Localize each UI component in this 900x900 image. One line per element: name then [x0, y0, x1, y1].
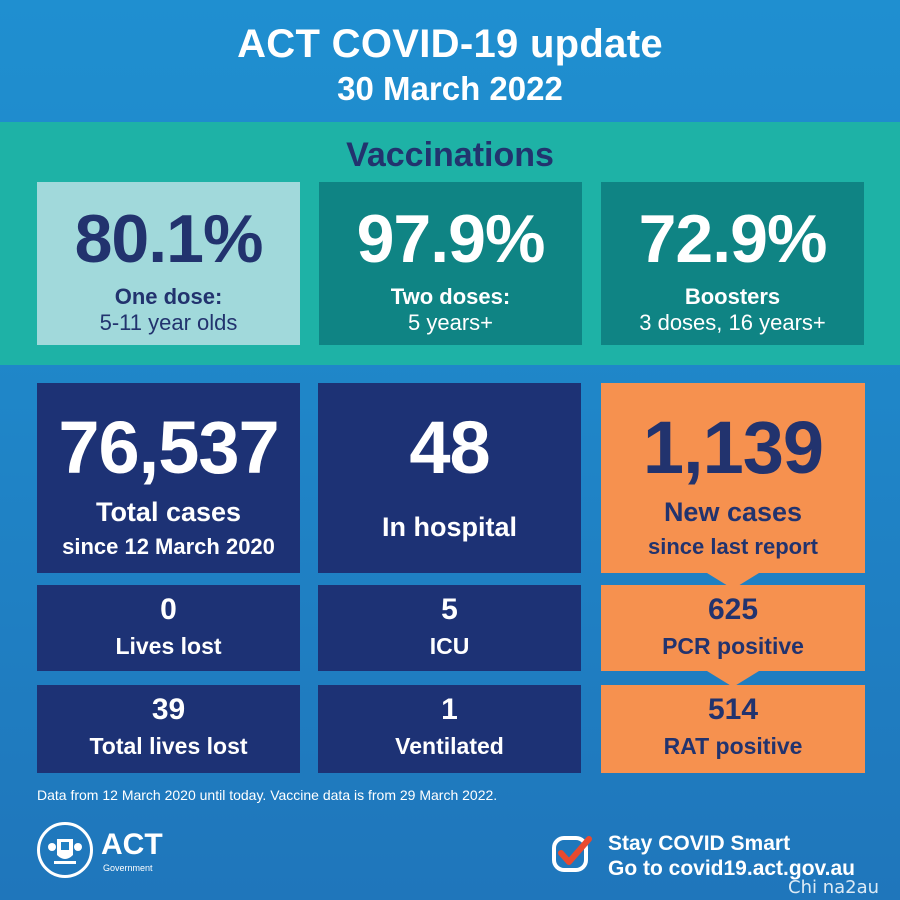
cta-heading: Stay COVID Smart: [608, 832, 791, 855]
one-dose-sublabel: 5-11 year olds: [99, 310, 238, 335]
icu-card: 5 ICU: [318, 585, 581, 671]
new-cases-card: 1,139 New cases since last report: [601, 383, 865, 573]
ventilated-value: 1: [441, 693, 458, 726]
new-cases-sublabel: since last report: [648, 534, 818, 559]
lives-lost-card: 0 Lives lost: [37, 585, 300, 671]
header: ACT COVID-19 update 30 March 2022: [0, 0, 900, 122]
boosters-sublabel: 3 doses, 16 years+: [639, 310, 826, 335]
vaccinations-heading: Vaccinations: [346, 136, 554, 174]
act-logo-text: ACT: [101, 828, 163, 861]
ventilated-label: Ventilated: [395, 733, 504, 759]
arrow-down-icon: [707, 671, 759, 687]
one-dose-card: 80.1% One dose: 5-11 year olds: [37, 182, 300, 345]
in-hospital-card: 48 In hospital: [318, 383, 581, 573]
checkmark-icon: [551, 833, 593, 875]
boosters-label: Boosters: [684, 284, 781, 309]
pcr-positive-card: 625 PCR positive: [601, 585, 865, 671]
vaccinations-section: Vaccinations 80.1% One dose: 5-11 year o…: [0, 122, 900, 365]
rat-positive-label: RAT positive: [663, 733, 803, 759]
act-government-logo: ACT Government: [37, 822, 167, 882]
watermark: Chi na2au: [788, 877, 880, 898]
pcr-positive-label: PCR positive: [662, 633, 804, 659]
total-cases-card: 76,537 Total cases since 12 March 2020: [37, 383, 300, 573]
two-doses-card: 97.9% Two doses: 5 years+: [319, 182, 582, 345]
new-cases-value: 1,139: [642, 406, 824, 489]
page-date: 30 March 2022: [337, 70, 563, 107]
pcr-positive-value: 625: [707, 593, 759, 626]
rat-positive-card: 514 RAT positive: [601, 685, 865, 773]
act-logo-subtext: Government: [103, 863, 153, 873]
one-dose-label: One dose:: [114, 284, 223, 309]
lives-lost-label: Lives lost: [115, 633, 222, 659]
total-cases-label: Total cases: [95, 497, 242, 527]
icu-value: 5: [441, 593, 458, 626]
total-lives-lost-value: 39: [151, 693, 186, 726]
total-lives-lost-card: 39 Total lives lost: [37, 685, 300, 773]
footnote: Data from 12 March 2020 until today. Vac…: [37, 787, 498, 803]
total-lives-lost-label: Total lives lost: [89, 733, 248, 759]
in-hospital-value: 48: [409, 406, 490, 489]
ventilated-card: 1 Ventilated: [318, 685, 581, 773]
one-dose-value: 80.1%: [74, 201, 264, 277]
cta-website-link[interactable]: Go to covid19.act.gov.au: [608, 857, 855, 880]
lives-lost-value: 0: [160, 593, 177, 626]
rat-positive-value: 514: [707, 693, 759, 726]
act-crest-icon: [37, 822, 93, 878]
two-doses-label: Two doses:: [390, 284, 511, 309]
icu-label: ICU: [429, 633, 470, 659]
two-doses-sublabel: 5 years+: [408, 310, 493, 335]
new-cases-label: New cases: [663, 497, 803, 527]
total-cases-value: 76,537: [58, 406, 279, 489]
boosters-card: 72.9% Boosters 3 doses, 16 years+: [601, 182, 864, 345]
in-hospital-label: In hospital: [382, 512, 517, 542]
two-doses-value: 97.9%: [356, 201, 546, 277]
total-cases-sublabel: since 12 March 2020: [62, 534, 275, 559]
boosters-value: 72.9%: [638, 201, 828, 277]
page-title: ACT COVID-19 update: [237, 22, 663, 66]
